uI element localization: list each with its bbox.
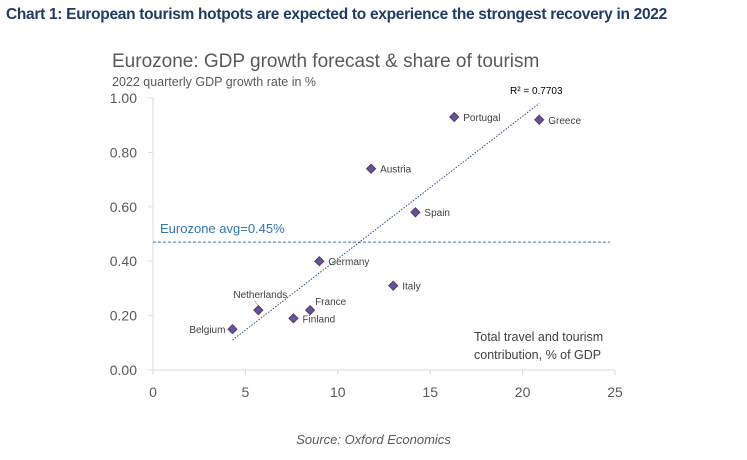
eurozone-avg-label: Eurozone avg=0.45% xyxy=(160,221,285,236)
data-point-belgium: Belgium xyxy=(189,323,238,336)
data-point-finland: Finland xyxy=(288,313,335,325)
r-squared-label: R² = 0.7703 xyxy=(510,86,563,97)
chart-subtitle: 2022 quarterly GDP growth rate in % xyxy=(112,75,317,89)
point-label-portugal: Portugal xyxy=(463,113,500,124)
x-tick-label: 15 xyxy=(422,384,438,400)
point-label-netherlands: Netherlands xyxy=(233,290,287,301)
marker-germany xyxy=(314,255,325,267)
y-tick-label: 0.80 xyxy=(110,144,137,160)
x-tick-label: 0 xyxy=(149,384,157,400)
x-axis-title-line-1: Total travel and tourism xyxy=(474,330,603,344)
source-note: Source: Oxford Economics xyxy=(296,432,451,447)
marker-belgium xyxy=(227,323,238,335)
leader-line xyxy=(253,299,258,306)
data-point-france: France xyxy=(304,297,347,316)
reference-line-group: Eurozone avg=0.45% xyxy=(153,221,610,243)
data-point-austria: Austria xyxy=(365,163,412,176)
marker-austria xyxy=(365,163,377,174)
data-point-netherlands: Netherlands xyxy=(233,290,287,316)
y-tick-label: 0.00 xyxy=(110,362,137,378)
y-tick-label: 1.00 xyxy=(110,90,137,106)
headline: Chart 1: European tourism hotpots are ex… xyxy=(6,6,667,23)
points-group: Portugal Greece Austria Spain Germany Italy Ne… xyxy=(189,111,581,336)
x-axis-title-line-2: contribution, % of GDP xyxy=(474,348,601,362)
y-tick-label: 0.20 xyxy=(110,308,137,324)
data-point-greece: Greece xyxy=(534,114,581,127)
point-label-finland: Finland xyxy=(302,314,335,325)
data-point-germany: Germany xyxy=(314,255,369,268)
point-label-austria: Austria xyxy=(380,165,412,176)
point-label-france: France xyxy=(315,297,347,308)
marker-greece xyxy=(534,114,545,125)
x-tick-label: 25 xyxy=(607,384,623,400)
axes: 0.00 0.20 0.40 0.60 0.80 1.00 0 5 10 15 20 25 xyxy=(110,90,623,400)
marker-italy xyxy=(388,280,399,291)
point-label-spain: Spain xyxy=(424,208,450,219)
x-tick-label: 5 xyxy=(242,384,250,400)
point-label-germany: Germany xyxy=(328,257,369,268)
x-tick-label: 10 xyxy=(330,384,346,400)
point-label-italy: Italy xyxy=(402,282,420,293)
marker-france xyxy=(304,304,316,316)
marker-netherlands xyxy=(253,304,264,316)
y-tick-label: 0.60 xyxy=(110,199,137,215)
marker-portugal xyxy=(449,111,460,123)
data-point-spain: Spain xyxy=(410,207,450,219)
marker-spain xyxy=(410,207,421,218)
y-tick-label: 0.40 xyxy=(110,253,137,269)
point-label-greece: Greece xyxy=(548,116,581,127)
data-point-portugal: Portugal xyxy=(449,111,500,124)
marker-finland xyxy=(288,313,299,324)
data-point-italy: Italy xyxy=(388,280,421,293)
x-tick-label: 20 xyxy=(515,384,531,400)
chart-title: Eurozone: GDP growth forecast & share of… xyxy=(112,51,540,72)
point-label-belgium: Belgium xyxy=(189,325,225,336)
